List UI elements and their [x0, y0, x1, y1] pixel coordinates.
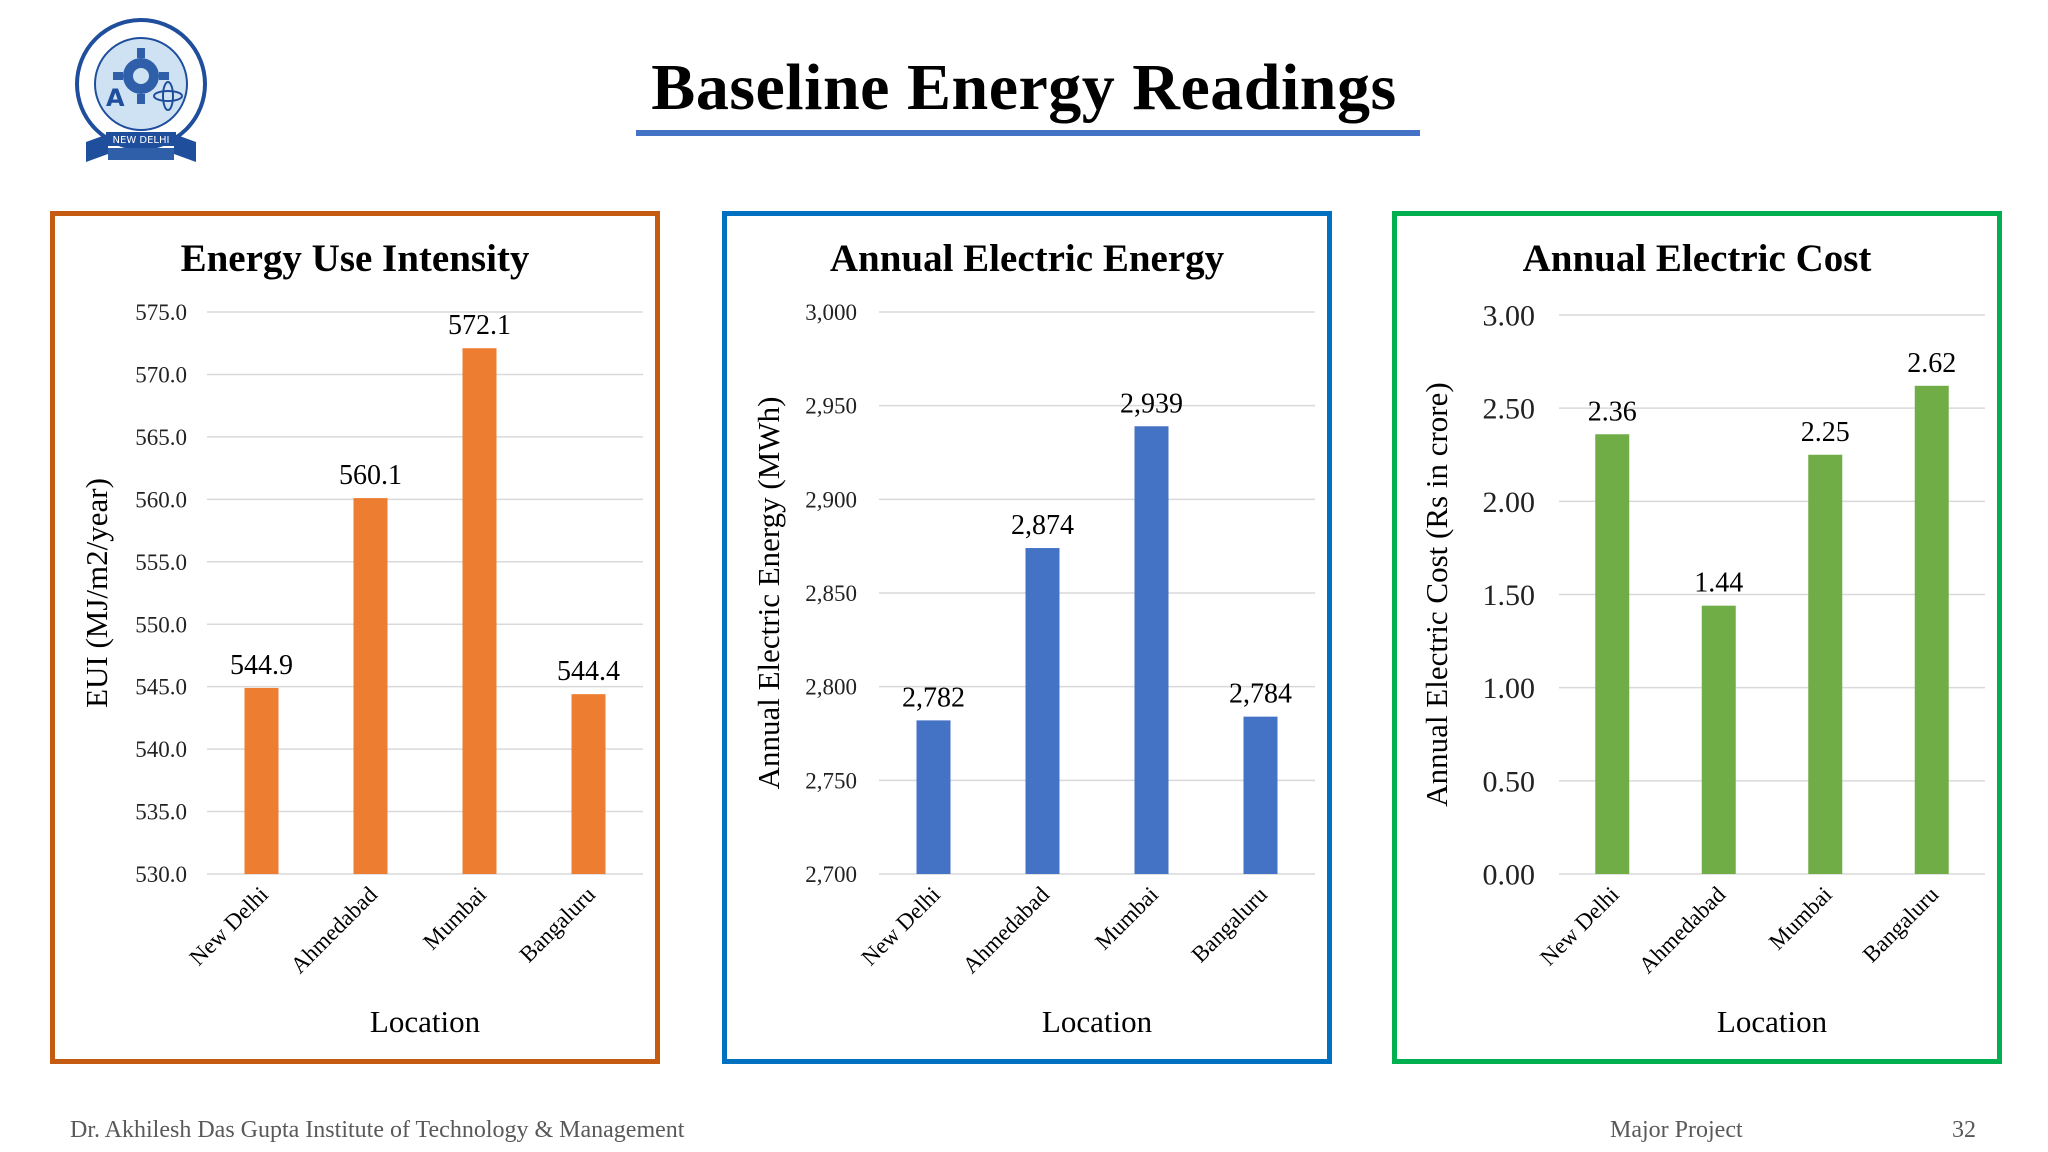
y-tick-label: 0.50	[1483, 765, 1536, 798]
y-tick-label: 540.0	[135, 737, 187, 762]
x-tick-label: Mumbai	[1090, 882, 1163, 955]
bar-ahmedabad	[1701, 605, 1736, 874]
logo-banner-text: NEW DELHI	[113, 135, 170, 146]
data-label: 2.25	[1801, 417, 1850, 448]
x-axis-label: Location	[1717, 1004, 1828, 1039]
data-label: 572.1	[448, 310, 511, 341]
data-label: 2.62	[1907, 348, 1956, 379]
y-axis-label: Annual Electric Cost (Rs in crore)	[1419, 382, 1454, 806]
data-label: 544.9	[230, 650, 293, 681]
cost-bar-chart: Annual Electric Cost 0.00 0.50 1.00 1.50 2.00…	[1419, 237, 1985, 1039]
bar-new-delhi	[916, 720, 951, 874]
y-tick-label: 1.00	[1483, 672, 1536, 705]
chart-title: Energy Use Intensity	[181, 237, 530, 280]
eui-chart-panel: Energy Use Intensity 530.0 535.0 540.0 545.0…	[50, 211, 660, 1064]
y-tick-label: 1.50	[1483, 579, 1536, 612]
bar-ahmedabad	[1025, 548, 1060, 874]
y-tick-label: 565.0	[135, 425, 187, 450]
x-tick-label: Mumbai	[1764, 882, 1837, 955]
y-tick-label: 2.50	[1483, 393, 1536, 426]
bar-mumbai	[1134, 426, 1169, 874]
y-tick-label: 3.00	[1483, 300, 1536, 333]
chart-title: Annual Electric Energy	[830, 237, 1225, 280]
x-tick-label: New Delhi	[856, 882, 945, 971]
x-axis-label: Location	[370, 1004, 481, 1039]
bar-new-delhi	[244, 687, 279, 874]
data-label: 2,874	[1011, 510, 1074, 541]
bar-bangaluru	[1243, 716, 1278, 874]
y-tick-label: 2,950	[805, 394, 857, 419]
svg-text:A: A	[106, 84, 125, 112]
footer-project: Major Project	[1610, 1117, 1743, 1143]
bar-mumbai	[462, 348, 497, 874]
y-tick-label: 570.0	[135, 362, 187, 387]
y-tick-label: 2,800	[805, 675, 857, 700]
y-tick-label: 545.0	[135, 675, 187, 700]
data-label: 2,939	[1120, 388, 1183, 419]
page-number: 32	[1952, 1117, 1976, 1143]
y-tick-label: 3,000	[805, 300, 857, 325]
chart-title: Annual Electric Cost	[1523, 237, 1872, 280]
bar-bangaluru	[571, 694, 606, 874]
data-label: 2.36	[1588, 396, 1637, 427]
x-tick-label: New Delhi	[184, 882, 273, 971]
x-tick-label: Ahmedabad	[1634, 882, 1731, 979]
data-label: 2,784	[1229, 679, 1292, 710]
x-tick-label: Ahmedabad	[286, 882, 383, 979]
y-tick-label: 530.0	[135, 862, 187, 887]
x-tick-label: Ahmedabad	[958, 882, 1055, 979]
x-tick-label: Bangaluru	[1858, 882, 1944, 968]
y-tick-label: 2,850	[805, 581, 857, 606]
bar-mumbai	[1808, 454, 1843, 874]
footer-institute: Dr. Akhilesh Das Gupta Institute of Tech…	[70, 1117, 685, 1143]
y-tick-label: 2.00	[1483, 486, 1536, 519]
energy-bar-chart: Annual Electric Energy 2,700 2,750 2,800 2,8…	[751, 237, 1315, 1039]
y-tick-label: 0.00	[1483, 859, 1536, 892]
y-tick-label: 550.0	[135, 612, 187, 637]
energy-chart-panel: Annual Electric Energy 2,700 2,750 2,800 2,8…	[722, 211, 1332, 1064]
x-tick-label: Mumbai	[418, 882, 491, 955]
x-tick-label: New Delhi	[1535, 882, 1624, 971]
data-label: 2,782	[902, 682, 965, 713]
cost-chart-panel: Annual Electric Cost 0.00 0.50 1.00 1.50 2.00…	[1392, 211, 2002, 1064]
x-tick-label: Bangaluru	[515, 882, 601, 968]
y-tick-label: 560.0	[135, 487, 187, 512]
x-axis-label: Location	[1042, 1004, 1153, 1039]
data-label: 560.1	[339, 460, 402, 491]
eui-bar-chart: Energy Use Intensity 530.0 535.0 540.0 545.0…	[79, 237, 643, 1039]
y-tick-label: 555.0	[135, 550, 187, 575]
y-tick-label: 575.0	[135, 300, 187, 325]
data-label: 544.4	[557, 656, 620, 687]
y-tick-label: 535.0	[135, 800, 187, 825]
data-label: 1.44	[1694, 568, 1743, 599]
y-tick-label: 2,750	[805, 768, 857, 793]
slide-title: Baseline Energy Readings	[651, 51, 1397, 124]
y-axis-label: Annual Electric Energy (MWh)	[751, 397, 786, 790]
bar-new-delhi	[1595, 434, 1630, 874]
bar-bangaluru	[1914, 385, 1949, 874]
institute-logo: A NEW DELHI	[68, 14, 214, 166]
y-axis-label: EUI (MJ/m2/year)	[79, 478, 114, 708]
y-tick-label: 2,700	[805, 862, 857, 887]
title-underline	[636, 130, 1420, 136]
y-tick-label: 2,900	[805, 487, 857, 512]
x-tick-label: Bangaluru	[1187, 882, 1273, 968]
bar-ahmedabad	[353, 498, 388, 874]
